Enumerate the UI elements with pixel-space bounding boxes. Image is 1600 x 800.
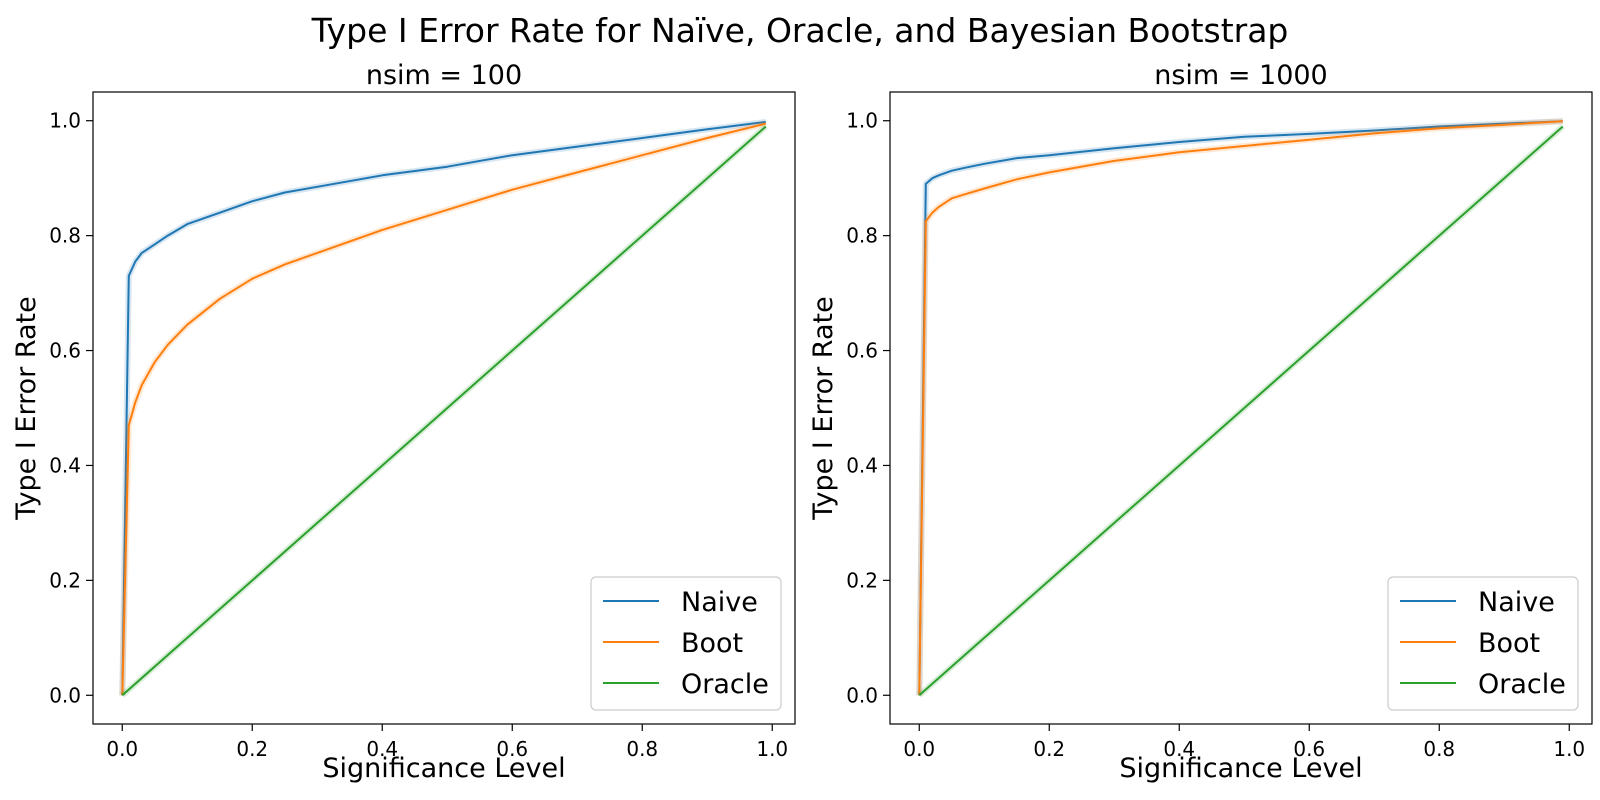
y-tick-label: 0.2	[49, 568, 81, 592]
chart-panel-2: nsim = 1000 0.0 0.2 0.4 0.6 0.8 1.0 0.0 0.2 0.4 0.…	[808, 60, 1593, 784]
plot-frame	[889, 91, 1593, 725]
y-tick-label: 0.0	[846, 683, 878, 707]
x-tick-label: 0.6	[1293, 737, 1325, 761]
legend: Naive Boot Oracle	[590, 576, 782, 711]
series-line-naive	[121, 120, 766, 696]
x-tick-label: 1.0	[1553, 737, 1585, 761]
y-tick-label: 0.0	[49, 683, 81, 707]
legend-label-oracle: Oracle	[681, 669, 769, 700]
x-tick-label: 0.0	[903, 737, 935, 761]
y-axis-label: Type I Error Rate	[11, 296, 42, 520]
chart-panel-1: nsim = 100 0.0 0.2 0.4 0.6 0.8 1.0 0.0 0.2 0.4 0.6…	[11, 60, 796, 784]
y-tick-label: 0.8	[49, 224, 81, 248]
series-line-naive	[918, 120, 1563, 696]
legend-box	[590, 576, 782, 711]
y-tick-label: 1.0	[846, 109, 878, 133]
y-tick-label: 0.4	[49, 453, 81, 477]
x-tick-label: 0.4	[366, 737, 398, 761]
x-tick-label: 0.2	[1033, 737, 1065, 761]
x-tick-label: 0.0	[106, 737, 138, 761]
y-tick-label: 0.6	[846, 339, 878, 363]
legend-box	[1387, 576, 1579, 711]
y-axis-label: Type I Error Rate	[808, 296, 839, 520]
y-tick-label: 0.8	[846, 224, 878, 248]
series-line-boot	[918, 120, 1563, 696]
series-line-oracle	[121, 125, 767, 697]
x-tick-label: 0.4	[1163, 737, 1195, 761]
x-tick-label: 0.6	[496, 737, 528, 761]
legend: Naive Boot Oracle	[1387, 576, 1579, 711]
series-line-boot	[121, 122, 767, 696]
legend-label-naive: Naive	[681, 587, 758, 618]
x-tick-label: 0.2	[236, 737, 268, 761]
y-tick-label: 0.6	[49, 339, 81, 363]
x-tick-label: 0.8	[1423, 737, 1455, 761]
series-line-oracle	[918, 125, 1564, 697]
x-tick-label: 1.0	[756, 737, 788, 761]
y-tick-label: 0.4	[846, 453, 878, 477]
legend-label-boot: Boot	[681, 628, 743, 659]
legend-label-boot: Boot	[1478, 628, 1540, 659]
panels: nsim = 100 0.0 0.2 0.4 0.6 0.8 1.0 0.0 0.2 0.4 0.6…	[11, 60, 1593, 784]
subplot-title: nsim = 100	[366, 60, 522, 91]
legend-label-naive: Naive	[1478, 587, 1555, 618]
y-tick-label: 1.0	[49, 109, 81, 133]
x-axis-label: Significance Level	[1119, 753, 1362, 784]
subplot-title: nsim = 1000	[1154, 60, 1327, 91]
y-tick-label: 0.2	[846, 568, 878, 592]
legend-label-oracle: Oracle	[1478, 669, 1566, 700]
plot-frame	[92, 91, 796, 725]
figure-title: Type I Error Rate for Naïve, Oracle, and…	[311, 11, 1289, 50]
x-tick-label: 0.8	[626, 737, 658, 761]
x-axis-label: Significance Level	[322, 753, 565, 784]
